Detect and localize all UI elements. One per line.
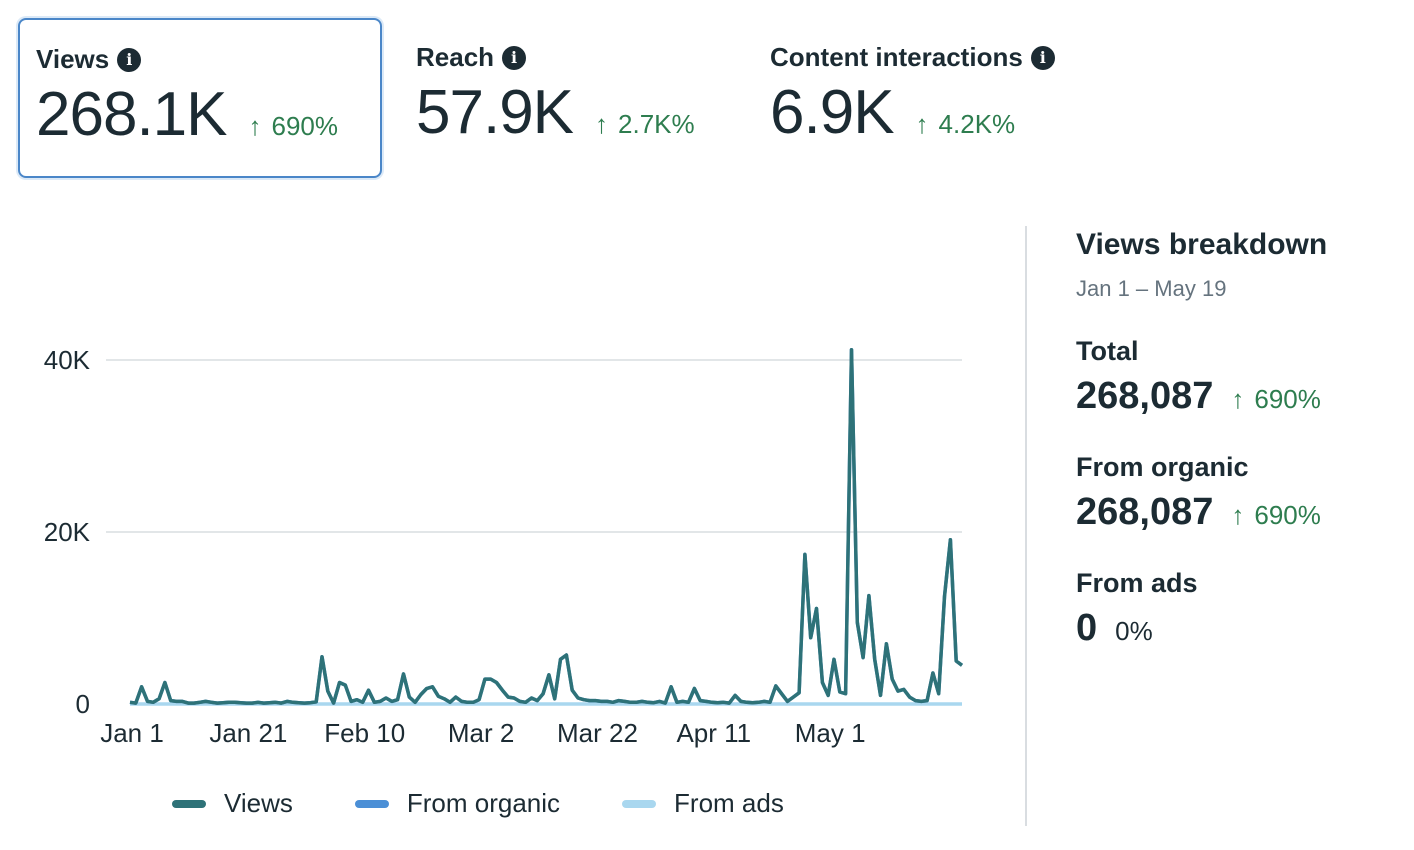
info-icon[interactable]: i xyxy=(1030,45,1055,70)
metric-label: Content interactions xyxy=(770,42,1023,72)
views-line-chart[interactable]: 0 20K 40K Jan 1 Jan 21 Feb 10 Mar 2 Mar 22 Apr … xyxy=(0,200,1000,840)
metric-row: 6.9K ↑ 4.2K% xyxy=(770,77,1158,148)
metric-label: Views xyxy=(36,44,110,74)
metric-card-views[interactable]: Views i 268.1K ↑ 690% xyxy=(18,18,382,178)
metric-card-reach[interactable]: Reach i 57.9K ↑ 2.7K% xyxy=(400,18,750,178)
legend-swatch xyxy=(622,799,657,808)
arrow-up-icon: ↑ xyxy=(1231,384,1245,414)
metric-value: 268.1K xyxy=(36,80,228,149)
metric-delta: ↑ 2.7K% xyxy=(595,109,695,140)
views-breakdown-panel: Views breakdown Jan 1 – May 19 Total 268… xyxy=(1076,228,1406,650)
y-tick-label: 40K xyxy=(44,345,91,375)
chart-legend: Views From organic From ads xyxy=(172,788,784,819)
x-tick-label: Mar 22 xyxy=(557,718,638,748)
panel-divider xyxy=(1025,226,1027,826)
breakdown-organic-value: 268,087 xyxy=(1076,491,1214,533)
metric-row: 268.1K ↑ 690% xyxy=(36,79,364,150)
series-line-from-organic xyxy=(129,347,964,705)
legend-item-organic[interactable]: From organic xyxy=(354,788,561,819)
breakdown-total-row: 268,087 ↑ 690% xyxy=(1076,375,1406,418)
chart-grid xyxy=(106,359,962,533)
breakdown-total-delta: ↑ 690% xyxy=(1231,384,1321,415)
breakdown-total-label: Total xyxy=(1076,336,1139,366)
metric-header: Views i xyxy=(36,44,364,75)
metric-delta-value: 2.7K% xyxy=(618,109,695,139)
breakdown-organic-delta: ↑ 690% xyxy=(1231,500,1321,531)
legend-item-views[interactable]: Views xyxy=(172,788,293,819)
metric-delta-value: 690% xyxy=(271,111,339,141)
x-tick-label: Apr 11 xyxy=(676,718,751,748)
x-tick-label: Jan 1 xyxy=(100,718,164,748)
arrow-up-icon: ↑ xyxy=(595,109,609,139)
x-tick-label: May 1 xyxy=(795,718,866,748)
x-tick-label: Feb 10 xyxy=(324,718,405,748)
breakdown-ads-label: From ads xyxy=(1076,568,1198,598)
breakdown-title: Views breakdown xyxy=(1076,228,1328,261)
arrow-up-icon: ↑ xyxy=(915,109,929,139)
legend-swatch xyxy=(354,799,389,808)
y-tick-label: 0 xyxy=(76,689,90,719)
legend-label: From organic xyxy=(406,788,561,818)
metric-value: 6.9K xyxy=(770,78,895,147)
y-axis-ticks: 0 20K 40K xyxy=(44,345,91,719)
breakdown-total-value: 268,087 xyxy=(1076,375,1214,417)
info-icon[interactable]: i xyxy=(117,47,142,72)
breakdown-ads-delta-value: 0% xyxy=(1115,616,1153,646)
metric-label: Reach xyxy=(416,42,495,72)
x-tick-label: Jan 21 xyxy=(209,718,287,748)
breakdown-date-range: Jan 1 – May 19 xyxy=(1076,276,1227,301)
arrow-up-icon: ↑ xyxy=(248,111,262,141)
metric-card-content-interactions[interactable]: Content interactions i 6.9K ↑ 4.2K% xyxy=(754,18,1174,178)
arrow-up-icon: ↑ xyxy=(1231,500,1245,530)
breakdown-organic-row: 268,087 ↑ 690% xyxy=(1076,491,1406,534)
info-icon[interactable]: i xyxy=(502,45,527,70)
chart-series xyxy=(129,347,964,706)
legend-item-ads[interactable]: From ads xyxy=(622,788,784,819)
metric-header: Content interactions i xyxy=(770,42,1158,73)
legend-label: Views xyxy=(224,788,293,818)
breakdown-organic-label: From organic xyxy=(1076,452,1249,482)
metric-delta: ↑ 4.2K% xyxy=(916,109,1016,140)
metric-row: 57.9K ↑ 2.7K% xyxy=(416,77,734,148)
legend-swatch xyxy=(172,799,206,808)
x-tick-label: Mar 2 xyxy=(448,718,514,748)
metric-header: Reach i xyxy=(416,42,734,73)
breakdown-ads-delta: 0% xyxy=(1115,616,1153,647)
x-axis-ticks: Jan 1 Jan 21 Feb 10 Mar 2 Mar 22 Apr 11 May 1 xyxy=(100,718,865,748)
breakdown-total-delta-value: 690% xyxy=(1254,384,1321,414)
series-line-views xyxy=(129,347,964,705)
breakdown-ads-value: 0 xyxy=(1076,607,1098,649)
metric-delta: ↑ 690% xyxy=(249,111,339,142)
breakdown-organic-delta-value: 690% xyxy=(1254,500,1321,530)
legend-label: From ads xyxy=(674,788,784,818)
y-tick-label: 20K xyxy=(44,517,91,547)
metric-delta-value: 4.2K% xyxy=(938,109,1016,139)
breakdown-ads-row: 0 0% xyxy=(1076,607,1406,650)
metric-value: 57.9K xyxy=(416,78,574,147)
